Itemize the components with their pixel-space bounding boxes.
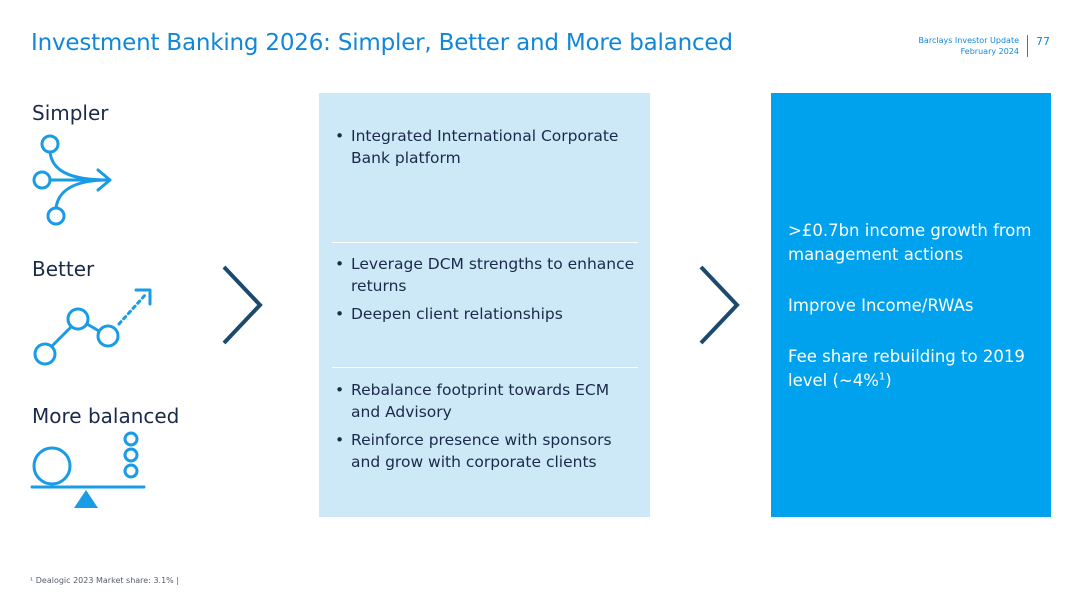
header-meta-block: Barclays Investor Update February 2024 7…	[918, 35, 1050, 57]
list-item: Integrated International Corporate Bank …	[335, 125, 637, 169]
initiatives-better: Leverage DCM strengths to enhance return…	[335, 253, 637, 331]
chevron-right-icon	[222, 265, 263, 345]
list-item: Leverage DCM strengths to enhance return…	[335, 253, 637, 297]
branching-arrow-icon	[32, 134, 112, 226]
pillar-label-better: Better	[32, 257, 95, 281]
chevron-right-icon	[699, 265, 740, 345]
document-date: February 2024	[960, 47, 1019, 56]
outcome-fee-share-text: Fee share rebuilding to 2019 level (~4%	[788, 347, 1025, 390]
outcome-fee-share: Fee share rebuilding to 2019 level (~4%1…	[788, 345, 1043, 393]
list-item: Deepen client relationships	[335, 303, 637, 325]
outcome-income-growth: >£0.7bn income growth from management ac…	[788, 221, 1032, 264]
outcome-income-rwas: Improve Income/RWAs	[788, 296, 974, 315]
divider	[332, 242, 638, 243]
outcomes-panel: >£0.7bn income growth from management ac…	[771, 93, 1051, 517]
divider	[332, 367, 638, 368]
list-item: Reinforce presence with sponsors and gro…	[335, 429, 637, 473]
page-title: Investment Banking 2026: Simpler, Better…	[31, 30, 733, 56]
initiatives-panel: Integrated International Corporate Bank …	[319, 93, 650, 517]
outcome-fee-share-close: )	[885, 371, 892, 390]
document-info: Barclays Investor Update February 2024	[918, 35, 1028, 57]
initiatives-simpler: Integrated International Corporate Bank …	[335, 125, 637, 175]
pillar-label-more-balanced: More balanced	[32, 404, 180, 428]
growth-line-icon	[33, 288, 152, 366]
page-number: 77	[1036, 35, 1050, 48]
document-name: Barclays Investor Update	[918, 36, 1019, 45]
footnote-marker: 1	[878, 371, 886, 383]
footnote: ¹ Dealogic 2023 Market share: 3.1% |	[30, 576, 180, 585]
list-item: Rebalance footprint towards ECM and Advi…	[335, 379, 637, 423]
initiatives-more-balanced: Rebalance footprint towards ECM and Advi…	[335, 379, 637, 479]
balance-scale-icon	[30, 431, 146, 508]
pillar-label-simpler: Simpler	[32, 101, 109, 125]
